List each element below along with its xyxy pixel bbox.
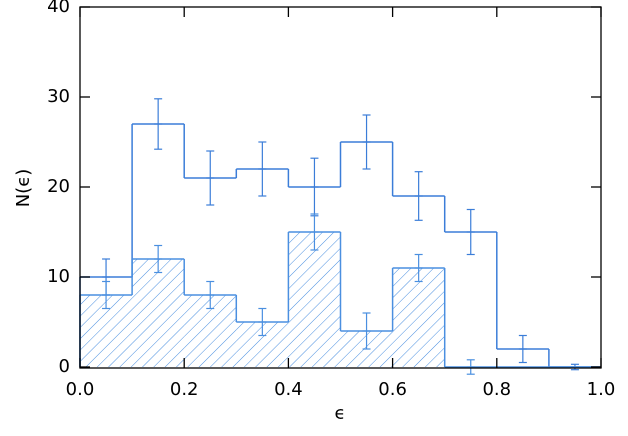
y-tick-label: 40: [47, 0, 70, 17]
x-tick-label: 0.2: [170, 379, 199, 400]
y-axis-label: N(ϵ): [13, 169, 34, 208]
hatched-bar: [132, 259, 185, 367]
x-tick-label: 0.0: [66, 379, 95, 400]
x-axis-label: ϵ: [334, 403, 345, 424]
y-tick-label: 10: [47, 266, 70, 287]
hatched-bar: [288, 232, 341, 367]
x-tick-label: 1.0: [587, 379, 616, 400]
y-tick-label: 0: [59, 356, 70, 377]
y-tick-label: 20: [47, 176, 70, 197]
hatched-bar: [392, 268, 445, 367]
x-tick-label: 0.8: [482, 379, 511, 400]
y-tick-label: 30: [47, 86, 70, 107]
x-tick-label: 0.4: [274, 379, 303, 400]
x-tick-label: 0.6: [378, 379, 407, 400]
